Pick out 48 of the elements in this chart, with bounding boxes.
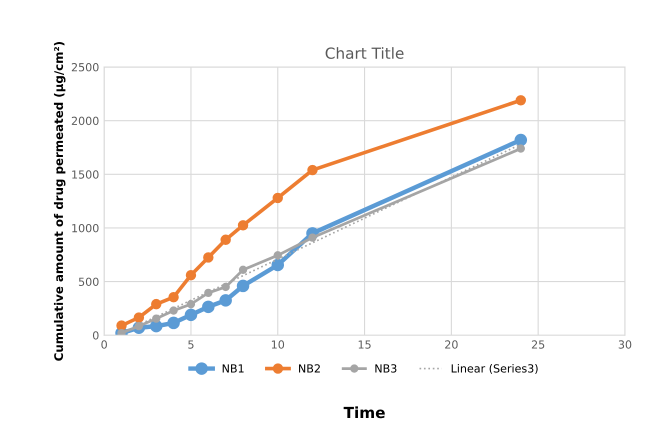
y-tick-label: 0 (92, 331, 99, 340)
x-tick-label: 0 (101, 340, 107, 349)
point (219, 294, 232, 307)
point (186, 300, 196, 308)
x-tick-label: 25 (532, 340, 544, 349)
point (184, 308, 198, 322)
legend-label: NB3 (375, 364, 396, 373)
point (150, 320, 162, 332)
x-tick-label: 10 (272, 340, 284, 349)
legend-label: Linear (Series3) (452, 364, 538, 374)
point (116, 320, 127, 331)
point (514, 134, 528, 146)
point (238, 220, 248, 230)
point (152, 314, 160, 323)
point (167, 316, 180, 330)
legend-label: NB2 (299, 364, 320, 372)
point (134, 312, 144, 323)
y-tick-label: 500 (78, 278, 99, 286)
x-axis-title: Time (344, 406, 385, 418)
point (236, 280, 250, 292)
point (204, 288, 212, 298)
point (202, 300, 215, 314)
point (169, 306, 178, 315)
x-tick-label: 15 (358, 340, 371, 349)
y-tick-label: 2000 (72, 116, 99, 126)
point (274, 251, 282, 260)
point (222, 282, 230, 292)
y-tick-label: 2500 (72, 63, 99, 72)
x-tick-label: 5 (188, 340, 194, 349)
point (307, 164, 318, 176)
point (203, 252, 214, 263)
x-tick-label: 20 (445, 340, 458, 349)
x-tick-label: 30 (618, 340, 632, 349)
point (238, 266, 248, 274)
point (186, 270, 196, 280)
point (168, 292, 179, 302)
point (516, 95, 526, 106)
point (151, 298, 162, 310)
y-tick-label: 1500 (72, 170, 99, 179)
y-axis-title: Cumulative amount of drug permeated (µg/cm²) (54, 42, 66, 361)
legend-label: NB1 (222, 364, 244, 372)
point (272, 192, 283, 204)
point (272, 258, 284, 272)
point (308, 233, 317, 242)
y-tick-label: 1000 (72, 224, 99, 232)
chart-title: Chart Title (326, 47, 404, 59)
point (516, 144, 525, 153)
point (220, 234, 231, 245)
